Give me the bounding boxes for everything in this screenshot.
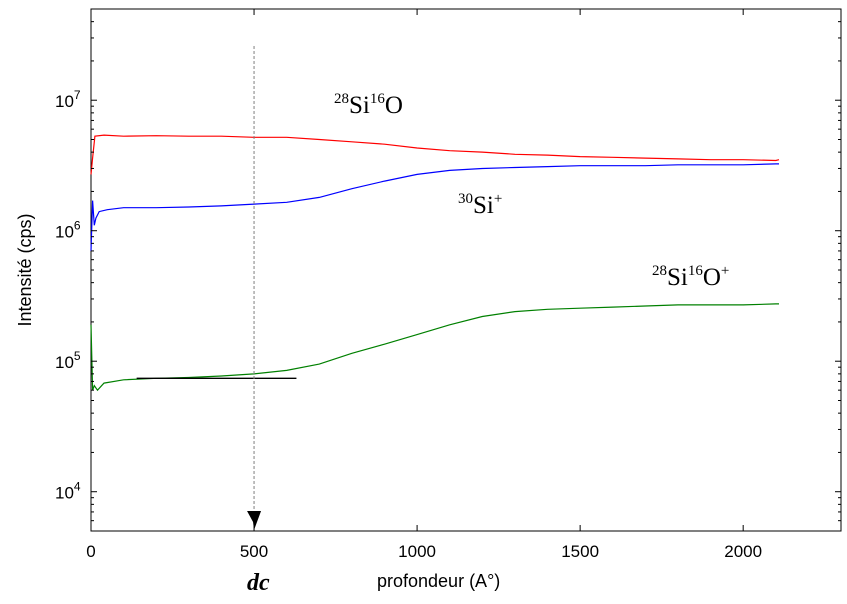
plot-area [90,8,842,532]
y-axis-title: Intensité (cps) [15,213,35,326]
y-tick-label: 105 [55,349,81,372]
annotation-sio-pos: 28Si16O+ [652,263,729,291]
annotation-si-pos: 30Si+ [458,191,502,219]
y-tick-layer: 104 105 106 107 [55,8,841,532]
y-tick-label: 106 [55,219,81,242]
x-tick-label: 500 [240,542,268,561]
x-tick-label: 0 [86,542,95,561]
x-tick-layer: 0 500 1000 1500 2000 [86,9,762,561]
y-tick-label: 104 [55,480,81,503]
series-line-2 [90,163,779,251]
x-tick-label: 2000 [724,542,762,561]
annotation-sio-neg: 28Si16O [334,91,403,119]
x-axis-title: profondeur (A°) [377,571,500,591]
y-tick-label: 107 [55,88,81,111]
series-line-3 [90,303,779,392]
series-line-1 [90,134,780,175]
reference-layer [136,46,297,530]
dc-arrow-head [247,511,262,530]
series-layer [90,134,780,392]
x-tick-label: 1000 [398,542,436,561]
dc-label: dc [247,570,270,596]
x-tick-label: 1500 [561,542,599,561]
